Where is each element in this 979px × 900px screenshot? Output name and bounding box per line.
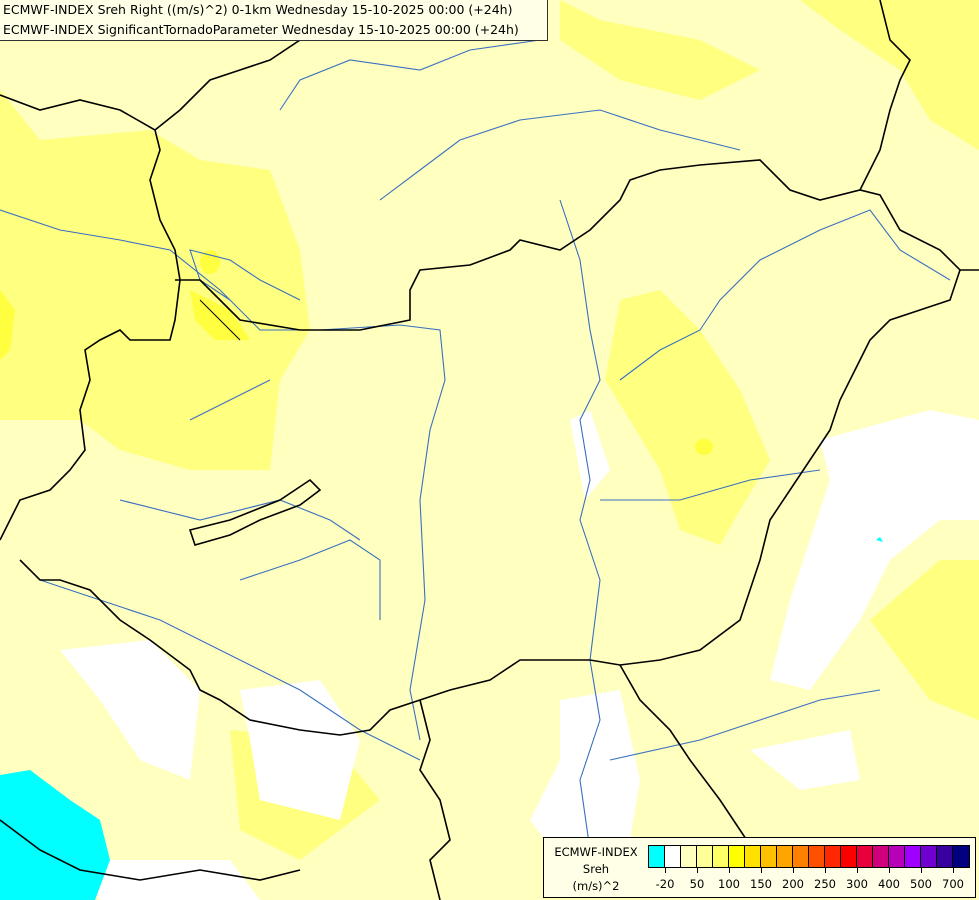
legend-swatch: [841, 846, 857, 867]
legend-swatch: [777, 846, 793, 867]
legend-tick-label: 500: [910, 877, 932, 891]
field-cyan-spot: [876, 537, 883, 542]
legend-tick-label: 50: [689, 877, 705, 891]
legend-tick: [697, 868, 698, 873]
legend-swatch: [793, 846, 809, 867]
legend-tick: [857, 868, 858, 873]
legend-swatches: [648, 845, 970, 868]
color-legend: ECMWF-INDEX Sreh (m/s)^2 -20 50 100 150 200 2…: [543, 837, 976, 898]
legend-variable: Sreh: [582, 862, 610, 876]
legend-swatch: [745, 846, 761, 867]
legend-swatch: [665, 846, 681, 867]
legend-tick-label: 100: [718, 877, 740, 891]
legend-swatch: [649, 846, 665, 867]
legend-tick: [953, 868, 954, 873]
legend-tick: [889, 868, 890, 873]
legend-tick-label: 400: [878, 877, 900, 891]
legend-source: ECMWF-INDEX: [554, 845, 638, 859]
legend-swatch: [857, 846, 873, 867]
legend-tick-label: 150: [750, 877, 772, 891]
legend-unit: (m/s)^2: [572, 879, 620, 893]
field-white: [60, 410, 979, 900]
legend-swatch: [889, 846, 905, 867]
legend-swatch: [697, 846, 713, 867]
map-title-box: ECMWF-INDEX Sreh Right ((m/s)^2) 0-1km W…: [0, 0, 548, 41]
legend-swatch: [873, 846, 889, 867]
legend-tick: [793, 868, 794, 873]
legend-swatch: [937, 846, 953, 867]
legend-swatch: [681, 846, 697, 867]
legend-swatch: [729, 846, 745, 867]
legend-swatch: [761, 846, 777, 867]
legend-tick: [665, 868, 666, 873]
legend-swatch: [825, 846, 841, 867]
legend-tick-label: -20: [655, 877, 675, 891]
title-stp: ECMWF-INDEX SignificantTornadoParameter …: [3, 22, 519, 37]
legend-tick-label: 700: [942, 877, 964, 891]
legend-title: ECMWF-INDEX Sreh (m/s)^2: [544, 844, 648, 895]
legend-tick-label: 250: [814, 877, 836, 891]
legend-ticks: -20 50 100 150 200 250 300 400 500 700: [648, 868, 970, 896]
legend-tick: [729, 868, 730, 873]
legend-swatch: [953, 846, 969, 867]
field-light-yellow: [0, 0, 979, 860]
legend-tick: [761, 868, 762, 873]
legend-swatch: [713, 846, 729, 867]
field-cyan: [0, 770, 110, 900]
legend-tick-label: 300: [846, 877, 868, 891]
legend-tick: [921, 868, 922, 873]
legend-swatch: [809, 846, 825, 867]
legend-tick: [825, 868, 826, 873]
legend-swatch: [905, 846, 921, 867]
legend-tick-label: 200: [782, 877, 804, 891]
legend-swatch: [921, 846, 937, 867]
title-sreh: ECMWF-INDEX Sreh Right ((m/s)^2) 0-1km W…: [3, 2, 513, 17]
